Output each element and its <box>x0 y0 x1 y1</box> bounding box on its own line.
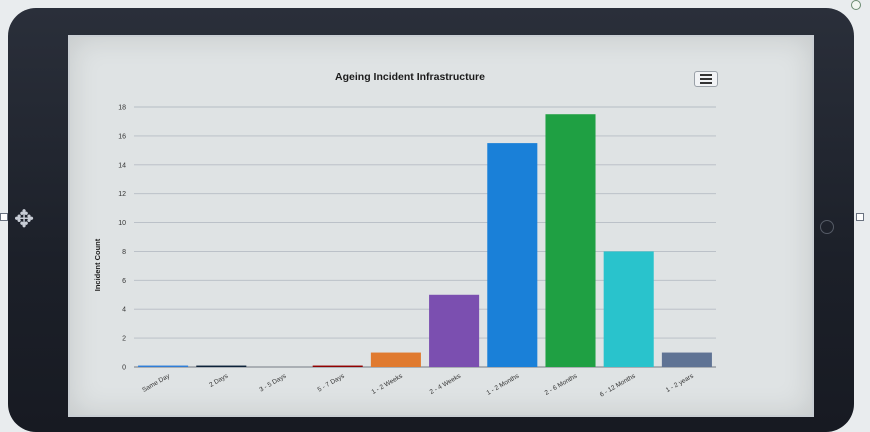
y-tick-label: 18 <box>118 105 126 112</box>
y-tick-label: 10 <box>118 220 126 227</box>
tablet-frame: Ageing Incident Infrastructure Incident … <box>8 8 854 432</box>
bar-1-2-months[interactable] <box>487 143 538 367</box>
x-tick-label: 1 - 2 Months <box>485 372 520 397</box>
x-tick-label: 1 - 2 years <box>665 372 696 394</box>
x-tick-label: 2 Days <box>208 372 230 389</box>
bar-6-12-months[interactable] <box>603 251 654 367</box>
x-tick-label: 5 - 7 Days <box>317 372 347 393</box>
y-tick-label: 16 <box>118 133 126 140</box>
y-tick-label: 6 <box>122 278 126 285</box>
y-tick-label: 8 <box>122 249 126 256</box>
bar-1-2-weeks[interactable] <box>370 352 421 367</box>
bar-1-2-years[interactable] <box>661 352 712 367</box>
chart-screen: Ageing Incident Infrastructure Incident … <box>68 35 814 417</box>
y-axis-label: Incident Count <box>93 238 102 291</box>
resize-handle-left[interactable] <box>0 213 8 221</box>
y-tick-label: 0 <box>122 365 126 372</box>
chart: Ageing Incident Infrastructure Incident … <box>93 71 716 399</box>
resize-handle-right[interactable] <box>856 213 864 221</box>
hamburger-icon <box>700 74 712 76</box>
rotate-handle[interactable] <box>851 0 861 10</box>
x-tick-label: Same Day <box>141 372 171 394</box>
x-tick-label: 2 - 4 Weeks <box>429 372 463 396</box>
bar-2-days[interactable] <box>196 365 247 367</box>
x-tick-label: 3 - 5 Days <box>258 372 288 393</box>
hamburger-icon-line <box>700 78 712 80</box>
x-tick-label: 6 - 12 Months <box>599 372 638 398</box>
x-tick-label: 2 - 6 Months <box>544 372 579 397</box>
home-button-icon[interactable] <box>820 220 834 234</box>
bar-5-7-days[interactable] <box>312 365 363 367</box>
y-tick-label: 14 <box>118 162 126 169</box>
bar-2-4-weeks[interactable] <box>429 294 480 367</box>
bar-2-6-months[interactable] <box>545 114 596 367</box>
move-cursor-icon: ✥ <box>14 206 35 233</box>
chart-menu-button[interactable] <box>694 71 718 87</box>
y-tick-label: 4 <box>122 307 126 314</box>
x-tick-label: 1 - 2 Weeks <box>370 372 404 396</box>
chart-title: Ageing Incident Infrastructure <box>335 71 485 83</box>
hamburger-icon-line <box>700 82 712 84</box>
y-tick-label: 12 <box>118 191 126 198</box>
bar-same-day[interactable] <box>138 365 189 367</box>
y-tick-label: 2 <box>122 336 126 343</box>
